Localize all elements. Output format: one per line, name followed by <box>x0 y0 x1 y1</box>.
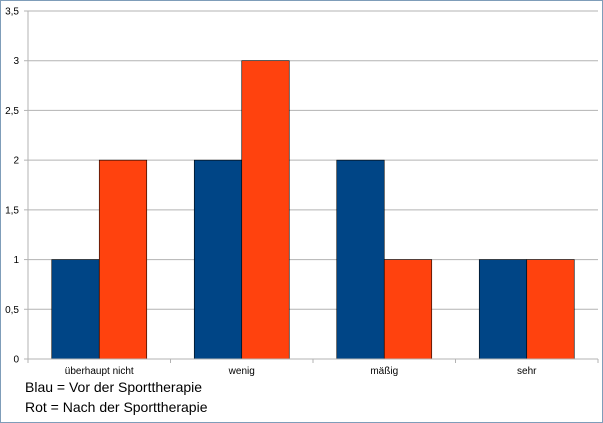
legend-note-red: Rot = Nach der Sporttherapie <box>25 399 208 415</box>
bar-before <box>478 259 528 360</box>
y-tick-label: 0,5 <box>5 305 19 316</box>
axes <box>24 10 599 363</box>
legend-note-blue: Blau = Vor der Sporttherapie <box>25 379 203 395</box>
axis-labels: 0 0,5 1 1,5 2 2,5 3 3,5 überhaupt nicht wenig mäßi… <box>5 7 537 378</box>
y-tick-label: 0 <box>13 355 19 366</box>
y-tick-label: 1,5 <box>5 205 19 216</box>
y-tick-label: 2 <box>13 156 19 167</box>
bar-before <box>51 259 100 360</box>
y-tick-label: 3,5 <box>5 7 19 18</box>
x-category-label: überhaupt nicht <box>65 366 134 377</box>
x-category-label: mäßig <box>370 366 398 377</box>
bar-after <box>98 159 148 360</box>
bar-before <box>193 159 243 360</box>
bar-before <box>336 159 385 360</box>
y-tick-label: 1 <box>13 255 19 266</box>
y-tick-label: 2,5 <box>5 106 19 117</box>
bar-after <box>526 259 575 360</box>
bar-after <box>383 259 433 360</box>
x-category-label: sehr <box>517 366 537 377</box>
bar-after <box>241 60 290 360</box>
bars <box>51 60 575 360</box>
x-category-label: wenig <box>228 366 255 377</box>
y-tick-label: 3 <box>13 56 19 67</box>
